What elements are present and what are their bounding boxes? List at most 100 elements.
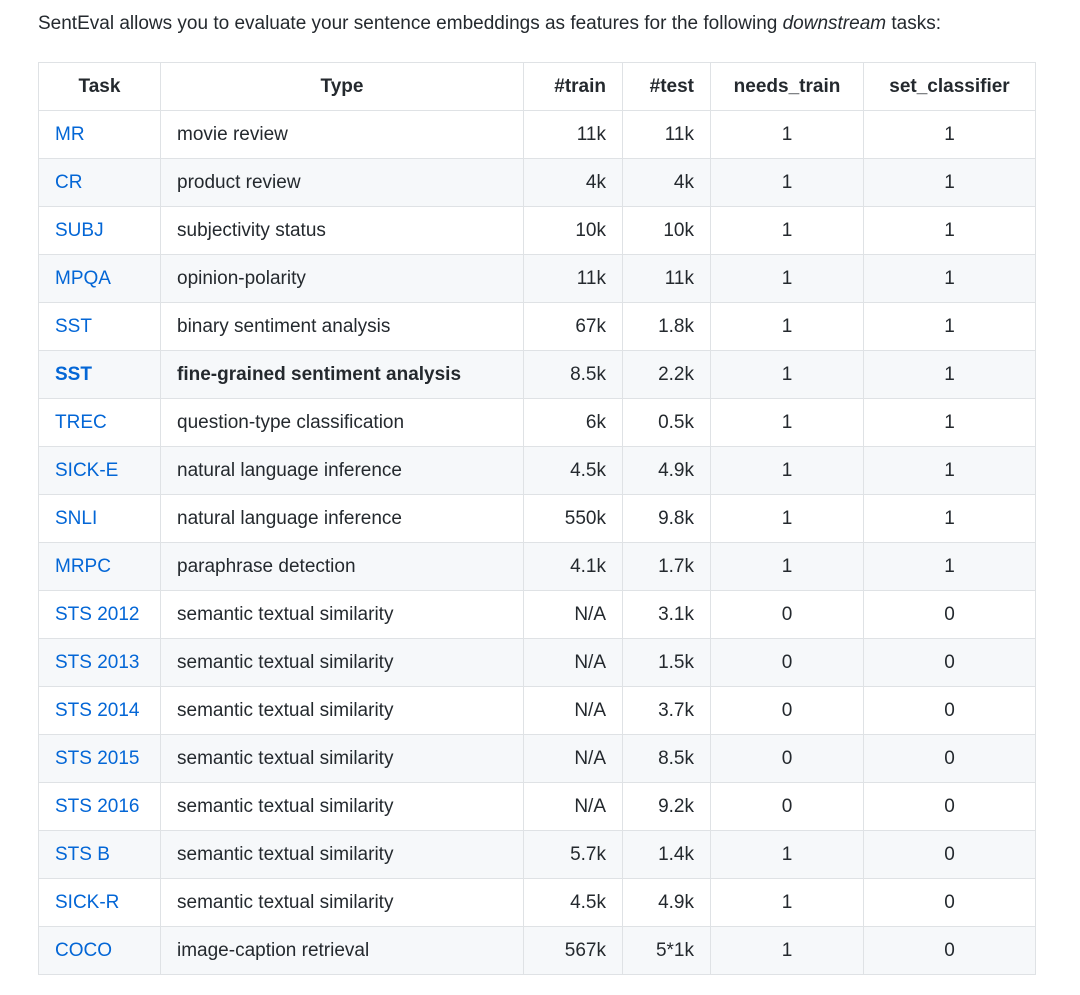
type-cell: semantic textual similarity [160,878,524,927]
train-cell: N/A [523,686,623,735]
downstream-tasks-table: Task Type #train #test needs_train set_classi… [38,62,1036,975]
train-cell: N/A [523,782,623,831]
task-link[interactable]: STS 2016 [55,796,140,817]
test-cell: 0.5k [622,398,711,447]
task-link[interactable]: TREC [55,412,107,433]
train-cell: N/A [523,734,623,783]
type-cell: semantic textual similarity [160,686,524,735]
needs-train-cell: 0 [710,638,864,687]
task-cell: STS 2013 [38,638,161,687]
set-classifier-cell: 1 [863,350,1036,399]
train-cell: 4.5k [523,446,623,495]
task-link[interactable]: SST [55,316,92,337]
type-cell: binary sentiment analysis [160,302,524,351]
needs-train-cell: 1 [710,926,864,975]
table-row: MR movie review 11k 11k 1 1 [38,110,1036,159]
table-row: SST binary sentiment analysis 67k 1.8k 1 1 [38,302,1036,351]
task-link[interactable]: SUBJ [55,220,104,241]
needs-train-cell: 1 [710,830,864,879]
task-cell: SST [38,302,161,351]
type-cell: product review [160,158,524,207]
test-cell: 1.5k [622,638,711,687]
task-cell: MRPC [38,542,161,591]
table-row: CR product review 4k 4k 1 1 [38,158,1036,207]
table-row: COCO image-caption retrieval 567k 5*1k 1 0 [38,926,1036,975]
table-row: STS B semantic textual similarity 5.7k 1.4k… [38,830,1036,879]
set-classifier-cell: 0 [863,734,1036,783]
task-cell: SICK-E [38,446,161,495]
task-cell: SICK-R [38,878,161,927]
task-link[interactable]: STS B [55,844,110,865]
task-link[interactable]: MRPC [55,556,111,577]
needs-train-cell: 0 [710,686,864,735]
test-cell: 3.7k [622,686,711,735]
train-cell: N/A [523,590,623,639]
task-cell: SUBJ [38,206,161,255]
train-cell: 8.5k [523,350,623,399]
test-cell: 4.9k [622,446,711,495]
test-cell: 1.8k [622,302,711,351]
table-body: MR movie review 11k 11k 1 1 CR product review 4k… [38,110,1036,975]
task-link[interactable]: MPQA [55,268,111,289]
task-link[interactable]: STS 2015 [55,748,140,769]
intro-suffix: tasks: [886,13,942,34]
task-link[interactable]: SNLI [55,508,98,529]
task-link[interactable]: SST [55,364,92,385]
needs-train-cell: 1 [710,110,864,159]
test-cell: 4.9k [622,878,711,927]
type-cell: subjectivity status [160,206,524,255]
train-cell: 5.7k [523,830,623,879]
intro-text: SentEval allows you to evaluate your sen… [38,12,1040,36]
table-header-row: Task Type #train #test needs_train set_classi… [38,62,1036,111]
test-cell: 11k [622,110,711,159]
task-link[interactable]: STS 2012 [55,604,140,625]
train-cell: 11k [523,254,623,303]
table-row: TREC question-type classification 6k 0.5k 1 1 [38,398,1036,447]
table-row: MRPC paraphrase detection 4.1k 1.7k 1 1 [38,542,1036,591]
needs-train-cell: 1 [710,206,864,255]
task-link[interactable]: SICK-E [55,460,119,481]
type-cell: opinion-polarity [160,254,524,303]
type-cell: semantic textual similarity [160,782,524,831]
set-classifier-cell: 0 [863,926,1036,975]
test-cell: 11k [622,254,711,303]
table-row: STS 2013 semantic textual similarity N/A 1.… [38,638,1036,687]
test-cell: 5*1k [622,926,711,975]
task-link[interactable]: SICK-R [55,892,120,913]
task-link[interactable]: COCO [55,940,112,961]
task-link[interactable]: STS 2014 [55,700,140,721]
column-header-test: #test [622,62,711,111]
task-link[interactable]: MR [55,124,85,145]
needs-train-cell: 0 [710,782,864,831]
test-cell: 1.4k [622,830,711,879]
task-cell: MPQA [38,254,161,303]
table-row: STS 2014 semantic textual similarity N/A 3.… [38,686,1036,735]
needs-train-cell: 1 [710,158,864,207]
train-cell: 4.1k [523,542,623,591]
set-classifier-cell: 0 [863,686,1036,735]
column-header-task: Task [38,62,161,111]
test-cell: 8.5k [622,734,711,783]
set-classifier-cell: 0 [863,782,1036,831]
needs-train-cell: 1 [710,542,864,591]
table-row: MPQA opinion-polarity 11k 11k 1 1 [38,254,1036,303]
set-classifier-cell: 1 [863,206,1036,255]
type-cell: natural language inference [160,494,524,543]
type-cell: movie review [160,110,524,159]
table-row: SNLI natural language inference 550k 9.8k 1 1 [38,494,1036,543]
needs-train-cell: 1 [710,398,864,447]
train-cell: 4k [523,158,623,207]
task-cell: COCO [38,926,161,975]
type-cell: fine-grained sentiment analysis [160,350,524,399]
table-row: SUBJ subjectivity status 10k 10k 1 1 [38,206,1036,255]
test-cell: 3.1k [622,590,711,639]
test-cell: 9.2k [622,782,711,831]
needs-train-cell: 1 [710,350,864,399]
column-header-train: #train [523,62,623,111]
train-cell: 550k [523,494,623,543]
task-link[interactable]: CR [55,172,83,193]
needs-train-cell: 0 [710,734,864,783]
task-link[interactable]: STS 2013 [55,652,140,673]
set-classifier-cell: 0 [863,830,1036,879]
